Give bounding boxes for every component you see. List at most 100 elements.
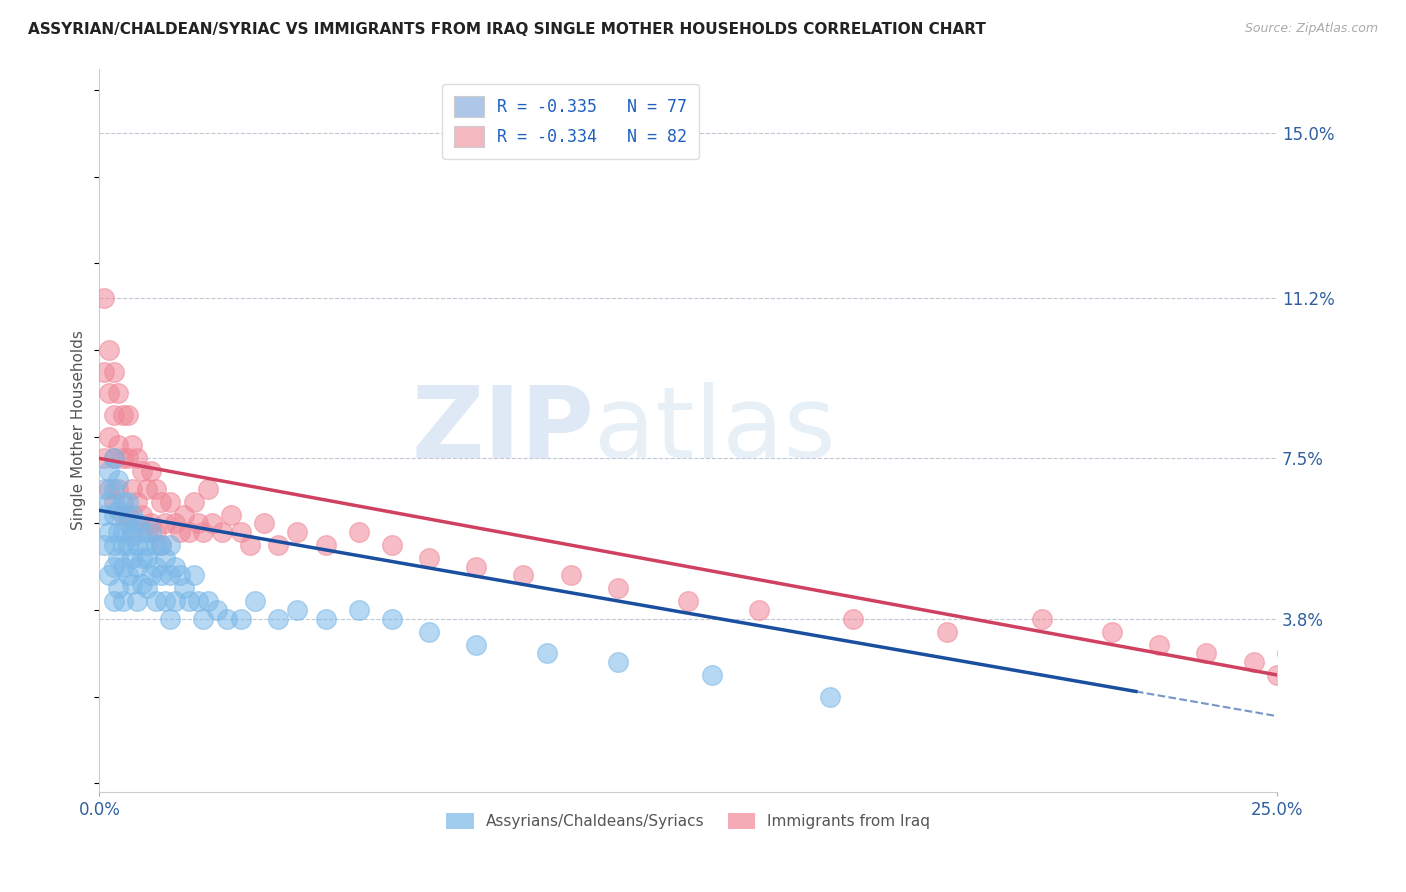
- Point: [121, 524, 143, 539]
- Point: [606, 582, 628, 596]
- Point: [117, 516, 139, 531]
- Point: [159, 612, 181, 626]
- Point: [135, 582, 157, 596]
- Point: [103, 451, 125, 466]
- Point: [145, 482, 167, 496]
- Point: [606, 655, 628, 669]
- Point: [347, 524, 370, 539]
- Point: [97, 464, 120, 478]
- Point: [512, 568, 534, 582]
- Text: ZIP: ZIP: [411, 382, 595, 479]
- Point: [107, 503, 129, 517]
- Point: [197, 594, 219, 608]
- Point: [536, 646, 558, 660]
- Point: [173, 508, 195, 522]
- Y-axis label: Single Mother Households: Single Mother Households: [72, 330, 86, 530]
- Point: [163, 516, 186, 531]
- Point: [1101, 624, 1123, 639]
- Point: [97, 568, 120, 582]
- Point: [936, 624, 959, 639]
- Point: [93, 508, 115, 522]
- Point: [145, 538, 167, 552]
- Point: [285, 603, 308, 617]
- Point: [1369, 698, 1392, 713]
- Point: [117, 408, 139, 422]
- Point: [131, 524, 153, 539]
- Point: [117, 494, 139, 508]
- Point: [155, 516, 177, 531]
- Point: [243, 594, 266, 608]
- Point: [145, 559, 167, 574]
- Point: [97, 343, 120, 357]
- Point: [111, 524, 134, 539]
- Point: [149, 538, 172, 552]
- Point: [107, 438, 129, 452]
- Point: [103, 594, 125, 608]
- Point: [93, 291, 115, 305]
- Point: [131, 551, 153, 566]
- Legend: Assyrians/Chaldeans/Syriacs, Immigrants from Iraq: Assyrians/Chaldeans/Syriacs, Immigrants …: [440, 806, 936, 835]
- Point: [127, 494, 149, 508]
- Text: Source: ZipAtlas.com: Source: ZipAtlas.com: [1244, 22, 1378, 36]
- Point: [103, 365, 125, 379]
- Point: [465, 638, 488, 652]
- Point: [107, 386, 129, 401]
- Point: [187, 594, 209, 608]
- Point: [111, 494, 134, 508]
- Point: [135, 524, 157, 539]
- Point: [93, 451, 115, 466]
- Point: [1303, 668, 1326, 682]
- Point: [205, 603, 228, 617]
- Point: [103, 559, 125, 574]
- Point: [229, 612, 252, 626]
- Point: [127, 451, 149, 466]
- Point: [1289, 655, 1312, 669]
- Point: [229, 524, 252, 539]
- Point: [135, 482, 157, 496]
- Point: [97, 430, 120, 444]
- Point: [1243, 655, 1265, 669]
- Point: [131, 577, 153, 591]
- Point: [169, 524, 191, 539]
- Point: [748, 603, 770, 617]
- Point: [149, 538, 172, 552]
- Point: [380, 612, 402, 626]
- Point: [131, 464, 153, 478]
- Point: [97, 494, 120, 508]
- Point: [127, 516, 149, 531]
- Point: [191, 524, 214, 539]
- Point: [1384, 698, 1406, 713]
- Point: [135, 538, 157, 552]
- Point: [149, 568, 172, 582]
- Point: [111, 594, 134, 608]
- Point: [111, 508, 134, 522]
- Point: [159, 494, 181, 508]
- Point: [197, 482, 219, 496]
- Point: [127, 538, 149, 552]
- Point: [1351, 690, 1374, 704]
- Point: [285, 524, 308, 539]
- Point: [103, 508, 125, 522]
- Point: [187, 516, 209, 531]
- Point: [117, 508, 139, 522]
- Point: [253, 516, 276, 531]
- Point: [131, 508, 153, 522]
- Point: [159, 568, 181, 582]
- Point: [107, 482, 129, 496]
- Point: [560, 568, 582, 582]
- Point: [418, 551, 440, 566]
- Point: [183, 568, 205, 582]
- Point: [1149, 638, 1171, 652]
- Text: ASSYRIAN/CHALDEAN/SYRIAC VS IMMIGRANTS FROM IRAQ SINGLE MOTHER HOUSEHOLDS CORREL: ASSYRIAN/CHALDEAN/SYRIAC VS IMMIGRANTS F…: [28, 22, 986, 37]
- Point: [107, 473, 129, 487]
- Point: [155, 594, 177, 608]
- Point: [141, 464, 163, 478]
- Point: [107, 582, 129, 596]
- Point: [135, 551, 157, 566]
- Text: atlas: atlas: [595, 382, 835, 479]
- Point: [163, 594, 186, 608]
- Point: [103, 408, 125, 422]
- Point: [111, 408, 134, 422]
- Point: [177, 524, 200, 539]
- Point: [93, 482, 115, 496]
